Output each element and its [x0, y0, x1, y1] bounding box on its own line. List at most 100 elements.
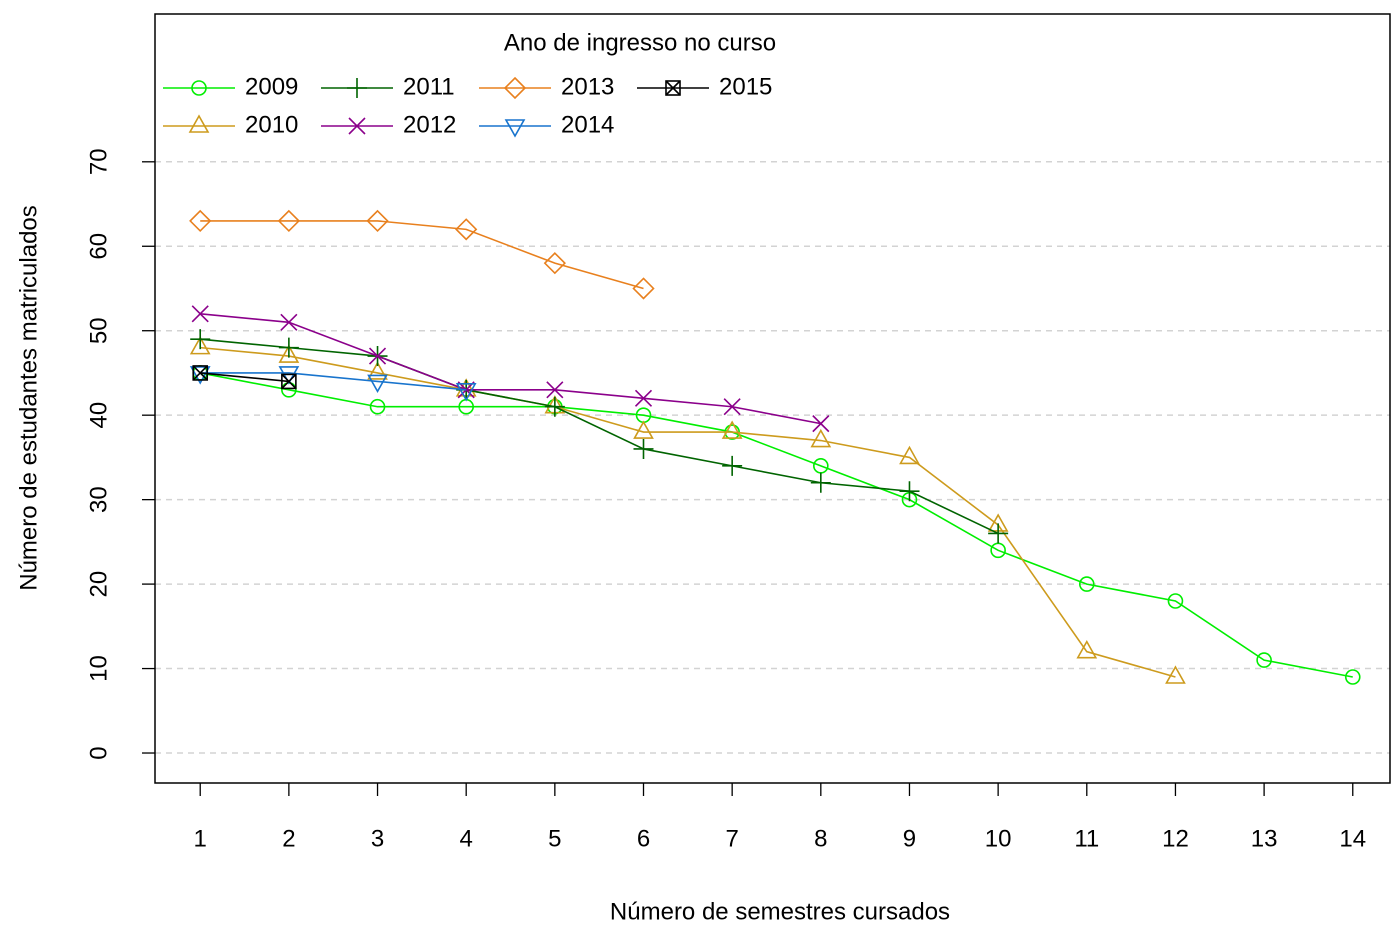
marker-shape [367, 361, 388, 380]
y-tick-label: 70 [85, 148, 112, 175]
legend-label: 2011 [403, 73, 455, 100]
legend-label: 2012 [403, 111, 456, 138]
marker-shape [546, 381, 564, 399]
series-line [200, 372, 289, 383]
marker-shape [633, 420, 654, 439]
marker [368, 347, 387, 365]
legend-label: 2014 [561, 111, 614, 138]
x-tick-label: 10 [985, 825, 1012, 852]
marker [278, 337, 299, 358]
marker [367, 374, 388, 394]
marker [278, 344, 300, 363]
marker-shape [278, 344, 300, 363]
x-axis-label: Número de semestres cursados [610, 898, 950, 925]
marker-shape [348, 117, 366, 135]
marker [455, 383, 477, 402]
marker-shape [723, 398, 741, 416]
marker [899, 481, 920, 502]
y-axis-label: Número de estudantes matriculados [15, 205, 42, 591]
marker [543, 252, 566, 275]
x-tick-label: 8 [814, 825, 827, 852]
marker-shape [189, 335, 211, 355]
x-tick-label: 3 [371, 825, 384, 852]
legend-marker [503, 76, 527, 100]
marker-shape [191, 305, 209, 323]
legend-marker [348, 117, 366, 135]
marker [455, 218, 478, 241]
marker-shape [281, 373, 297, 390]
marker-shape [281, 373, 297, 389]
marker-shape [503, 76, 527, 100]
x-tick-label: 5 [548, 825, 561, 852]
x-tick-label: 9 [903, 825, 916, 852]
marker-shape [1076, 640, 1098, 659]
marker [189, 209, 212, 233]
marker-shape [899, 445, 920, 465]
marker [810, 472, 831, 493]
marker-shape [544, 396, 565, 417]
legend-label: 2009 [245, 73, 298, 100]
marker-shape [347, 78, 367, 98]
marker [190, 329, 211, 350]
series-line [200, 372, 467, 391]
marker [722, 455, 743, 476]
legend-label: 2013 [561, 73, 614, 100]
marker-shape [1167, 593, 1184, 609]
y-tick-label: 50 [85, 317, 112, 344]
marker [367, 361, 388, 380]
marker-shape [280, 313, 298, 331]
marker [723, 398, 741, 416]
x-tick-label: 2 [282, 825, 295, 852]
marker-shape [632, 277, 655, 300]
marker-shape [722, 455, 743, 476]
marker [632, 277, 655, 300]
marker-shape [1344, 669, 1361, 685]
x-tick-label: 13 [1251, 825, 1278, 852]
marker-shape [1165, 665, 1186, 684]
marker-shape [278, 337, 299, 358]
legend-marker [188, 114, 210, 133]
marker-shape [367, 374, 388, 394]
marker [810, 428, 832, 448]
marker-shape [189, 209, 212, 233]
marker [1165, 665, 1186, 684]
series-line [200, 346, 1176, 678]
marker [189, 335, 211, 355]
series-line [200, 220, 644, 290]
marker [633, 420, 654, 439]
marker-shape [188, 114, 210, 133]
marker-shape [543, 252, 566, 275]
marker-shape [191, 80, 207, 96]
marker-shape [812, 415, 830, 433]
marker [1256, 652, 1272, 668]
x-tick-label: 1 [194, 825, 207, 852]
marker-shape [455, 218, 478, 241]
marker [988, 523, 1009, 544]
legend-marker [347, 78, 367, 98]
marker-shape [810, 428, 832, 448]
y-tick-label: 20 [85, 571, 112, 598]
y-tick-label: 0 [85, 746, 112, 759]
y-tick-label: 40 [85, 402, 112, 429]
marker-shape [721, 420, 743, 439]
marker-shape [277, 209, 301, 233]
legend-label: 2015 [719, 73, 772, 100]
x-tick-label: 12 [1162, 825, 1189, 852]
marker [1344, 669, 1361, 685]
marker [277, 209, 301, 233]
marker [369, 398, 386, 415]
series-line [200, 313, 821, 425]
legend-label: 2010 [245, 111, 298, 138]
marker [281, 373, 297, 390]
marker [544, 396, 565, 417]
marker-shape [368, 347, 387, 365]
marker-shape [1256, 652, 1272, 668]
marker-shape [192, 365, 208, 381]
y-tick-label: 30 [85, 486, 112, 513]
series-line [200, 372, 1353, 678]
marker-shape [366, 209, 389, 233]
marker-shape [1078, 576, 1095, 592]
legend-marker [504, 119, 526, 138]
x-tick-label: 7 [725, 825, 738, 852]
